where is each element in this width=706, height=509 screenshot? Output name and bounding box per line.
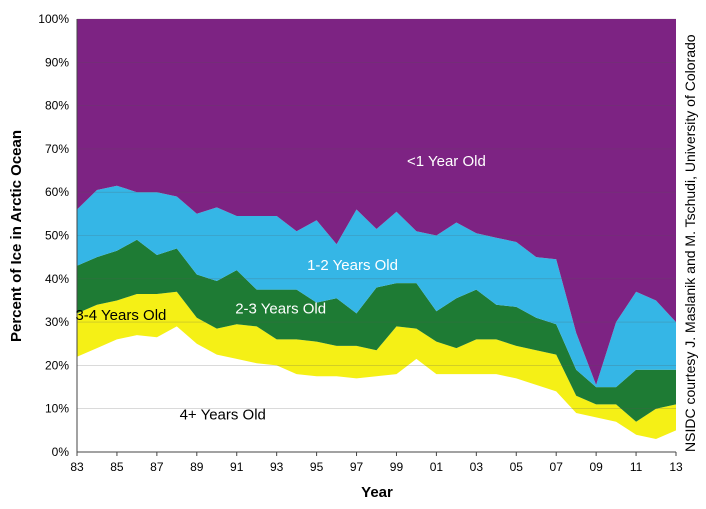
x-tick-label: 85 — [110, 460, 124, 474]
x-tick-label: 89 — [190, 460, 204, 474]
area-3-4-years-old — [77, 291, 676, 439]
y-tick-label: 30% — [45, 315, 69, 329]
area-1-2-years-old — [77, 185, 676, 388]
x-tick-label: 01 — [430, 460, 444, 474]
y-tick-label: 20% — [45, 358, 69, 372]
area-2-3-years-old — [77, 239, 676, 422]
y-axis-ticks: 0% 10% 20% 30% 40% 50% 60% 70% 80% 90% 100% — [38, 12, 69, 459]
x-tick-label: 91 — [230, 460, 244, 474]
x-tick-label: 83 — [70, 460, 84, 474]
y-axis-title: Percent of Ice in Arctic Ocean — [8, 130, 25, 342]
x-tick-label: 97 — [350, 460, 364, 474]
x-tick-label: 03 — [470, 460, 484, 474]
area-label: <1 Year Old — [407, 153, 486, 170]
y-tick-label: 70% — [45, 142, 69, 156]
x-axis-ticks: 83 85 87 89 91 93 95 97 99 01 03 05 07 09 11 13 — [70, 452, 683, 474]
credit-text: NSIDC courtesy J. Maslanik and M. Tschud… — [682, 34, 698, 452]
y-tick-label: 60% — [45, 185, 69, 199]
area-label: 1-2 Years Old — [307, 257, 398, 274]
x-tick-label: 09 — [589, 460, 603, 474]
x-tick-label: 95 — [310, 460, 324, 474]
x-tick-label: 87 — [150, 460, 164, 474]
y-tick-label: 0% — [52, 445, 70, 459]
y-tick-label: 40% — [45, 272, 69, 286]
area-label: 4+ Years Old — [180, 407, 266, 424]
x-tick-label: 99 — [390, 460, 404, 474]
area-label: 2-3 Years Old — [235, 300, 326, 317]
area-4-years-old — [77, 326, 676, 452]
x-tick-label: 05 — [510, 460, 524, 474]
x-axis-title: Year — [361, 484, 393, 501]
y-tick-label: 90% — [45, 55, 69, 69]
x-tick-label: 11 — [630, 460, 643, 474]
x-tick-label: 93 — [270, 460, 284, 474]
y-tick-label: 100% — [38, 12, 69, 26]
gridlines — [76, 18, 676, 453]
area-label: 3-4 Years Old — [75, 307, 166, 324]
area-1-year-old — [77, 19, 676, 385]
y-tick-label: 80% — [45, 99, 69, 113]
area-layers — [77, 19, 676, 452]
y-tick-label: 50% — [45, 229, 69, 243]
y-tick-label: 10% — [45, 402, 69, 416]
x-tick-label: 07 — [550, 460, 564, 474]
x-tick-label: 13 — [669, 460, 683, 474]
area-labels: <1 Year Old 1-2 Years Old 2-3 Years Old 3-4… — [75, 153, 485, 423]
